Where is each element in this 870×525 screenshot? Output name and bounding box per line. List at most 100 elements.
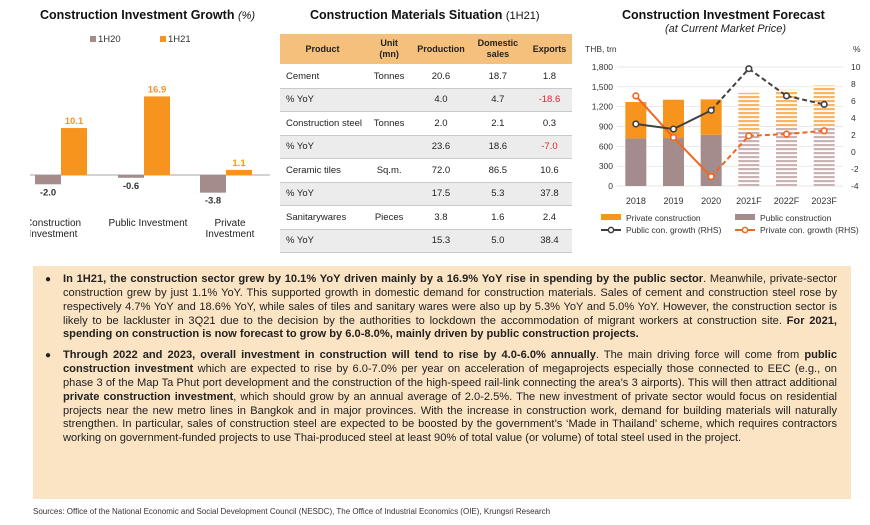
cell-unit: Tonnes (365, 64, 414, 89)
cell-production: 23.6 (413, 135, 469, 159)
table-header-4: Exports (526, 34, 572, 65)
cell-exports: 37.8 (526, 182, 572, 206)
cell-exports: 10.6 (526, 158, 572, 183)
cell-product: % YoY (280, 229, 366, 253)
legend-swatch-private (601, 214, 621, 220)
x-tick-label-2021F: 2021F (736, 196, 762, 206)
forecast-chart: THB, trn % 0 300 600 900 1,200 1,500 1,800 -4 -2 0 2… (585, 44, 861, 235)
cell-unit (365, 88, 414, 112)
growth-chart-title: Construction Investment Growth (%) (40, 8, 256, 22)
private-growth-line-segment (635, 95, 675, 139)
bar-1H21-2 (226, 169, 252, 175)
legend-label-1H20: 1H20 (98, 34, 121, 45)
bar-private-2022F (776, 89, 797, 128)
forecast-title: Construction Investment Forecast (622, 8, 825, 22)
public-growth-line-segment (673, 109, 712, 130)
right-tick-label: 10 (851, 62, 861, 72)
table-header-0: Product (280, 34, 366, 65)
p1-segment-0: In 1H21, the construction sector grew by… (63, 273, 704, 285)
cell-exports: -7.0 (526, 135, 572, 159)
bar-1H21-1 (144, 96, 170, 175)
p2-segment-3: which are expected to rise by 6.0-7.0% p… (63, 363, 837, 389)
table-row: Construction steel Tonnes 2.0 2.1 0.3 (280, 111, 572, 136)
cell-product: % YoY (280, 182, 366, 206)
cell-unit: Tonnes (365, 111, 414, 136)
paragraph-1-text: In 1H21, the construction sector grew by… (63, 273, 837, 340)
right-axis-unit: % (853, 44, 861, 54)
data-label-1H21-0: 10.1 (65, 116, 84, 127)
cell-domestic: 5.3 (468, 182, 527, 206)
data-label-1H20-0: -2.0 (40, 187, 56, 198)
paragraph-2-text: Through 2022 and 2023, overall investmen… (63, 349, 837, 444)
bar-private-2018 (625, 102, 647, 139)
bar-public-2019 (663, 138, 684, 186)
p2-segment-5: , which should grow by an annual average… (63, 390, 837, 445)
p2-segment-1: . The main driving force will come from (595, 349, 805, 362)
cell-exports: 2.4 (526, 205, 572, 230)
cell-domestic: 18.7 (468, 64, 527, 89)
bullet-icon: ● (45, 350, 52, 362)
left-axis-unit: THB, trn (585, 44, 617, 54)
private-growth-line-segment (710, 135, 750, 178)
forecast-subtitle: (at Current Market Price) (665, 23, 787, 35)
p1-segment-1: . Meanwhile, private-sector construction… (63, 273, 838, 327)
private-growth-line-point (782, 130, 791, 138)
public-growth-line-point (782, 92, 791, 100)
p2-segment-4: private construction investment (63, 390, 234, 403)
left-tick-label: 900 (599, 122, 613, 132)
p2-segment-0: Through 2022 and 2023, overall investmen… (63, 349, 596, 362)
legend-label-public-growth: Public con. growth (RHS) (626, 225, 722, 235)
materials-table: Product Unit (mn) Production Domestic sales Ex… (280, 34, 572, 253)
right-tick-label: -2 (851, 164, 859, 174)
cell-product: % YoY (280, 88, 366, 112)
bar-public-2023F (813, 125, 835, 186)
cell-production: 4.0 (413, 88, 469, 112)
cell-unit (365, 229, 414, 253)
x-tick-label-2022F: 2022F (774, 196, 800, 206)
cell-exports: 38.4 (526, 229, 572, 253)
table-row: % YoY 23.6 18.6 -7.0 (280, 135, 572, 159)
data-label-1H20-1: -0.6 (123, 181, 139, 192)
x-tick-label-2020: 2020 (701, 196, 721, 206)
cell-exports: 1.8 (526, 64, 572, 89)
public-growth-line-point (707, 106, 715, 114)
x-tick-label-2023F: 2023F (811, 196, 837, 206)
category-label-0: Construction Investment (30, 218, 81, 240)
left-tick-label: 600 (599, 141, 613, 151)
private-growth-line-point (669, 133, 678, 142)
data-label-1H20-2: -3.8 (205, 196, 221, 207)
x-tick-label-2019: 2019 (663, 196, 683, 206)
cell-product: % YoY (280, 135, 366, 159)
legend-swatch-1H21 (160, 36, 166, 42)
summary-paragraph-2: ● Through 2022 and 2023, overall investm… (43, 349, 837, 446)
p1-segment-2: For 2021, spending on construction is no… (63, 314, 838, 341)
public-growth-line-point (820, 100, 828, 109)
cell-production: 17.5 (413, 182, 469, 206)
cell-domestic: 86.5 (468, 158, 527, 183)
private-growth-line-point (745, 132, 753, 140)
materials-title: Construction Materials Situation (1H21) (310, 8, 540, 22)
table-row: Sanitarywares Pieces 3.8 1.6 2.4 (280, 205, 572, 230)
bar-1H21-0 (61, 128, 87, 175)
sources-note: Sources: Office of the National Economic… (33, 507, 551, 516)
right-tick-label: -4 (851, 181, 859, 191)
right-tick-label: 8 (851, 79, 856, 89)
cell-unit: Sq.m. (365, 158, 414, 183)
x-tick-label-2018: 2018 (626, 196, 646, 206)
category-label-1: Public Investment (109, 218, 188, 229)
private-growth-line-point (820, 127, 828, 135)
cell-exports: 0.3 (526, 111, 572, 136)
cell-product: Ceramic tiles (280, 158, 366, 183)
table-header-3: Domestic sales (468, 34, 527, 65)
cell-product: Construction steel (280, 111, 366, 136)
public-growth-line-segment (786, 94, 825, 106)
p2-segment-2: public construction investment (63, 349, 837, 376)
left-tick-label: 0 (608, 181, 613, 191)
public-growth-line-segment (635, 122, 674, 131)
right-tick-label: 4 (851, 113, 856, 123)
data-label-1H21-1: 16.9 (148, 84, 167, 95)
cell-exports: -18.6 (526, 88, 572, 112)
bar-1H20-1 (118, 175, 144, 178)
growth-unit: (%) (237, 10, 256, 22)
cell-production: 15.3 (413, 229, 469, 253)
